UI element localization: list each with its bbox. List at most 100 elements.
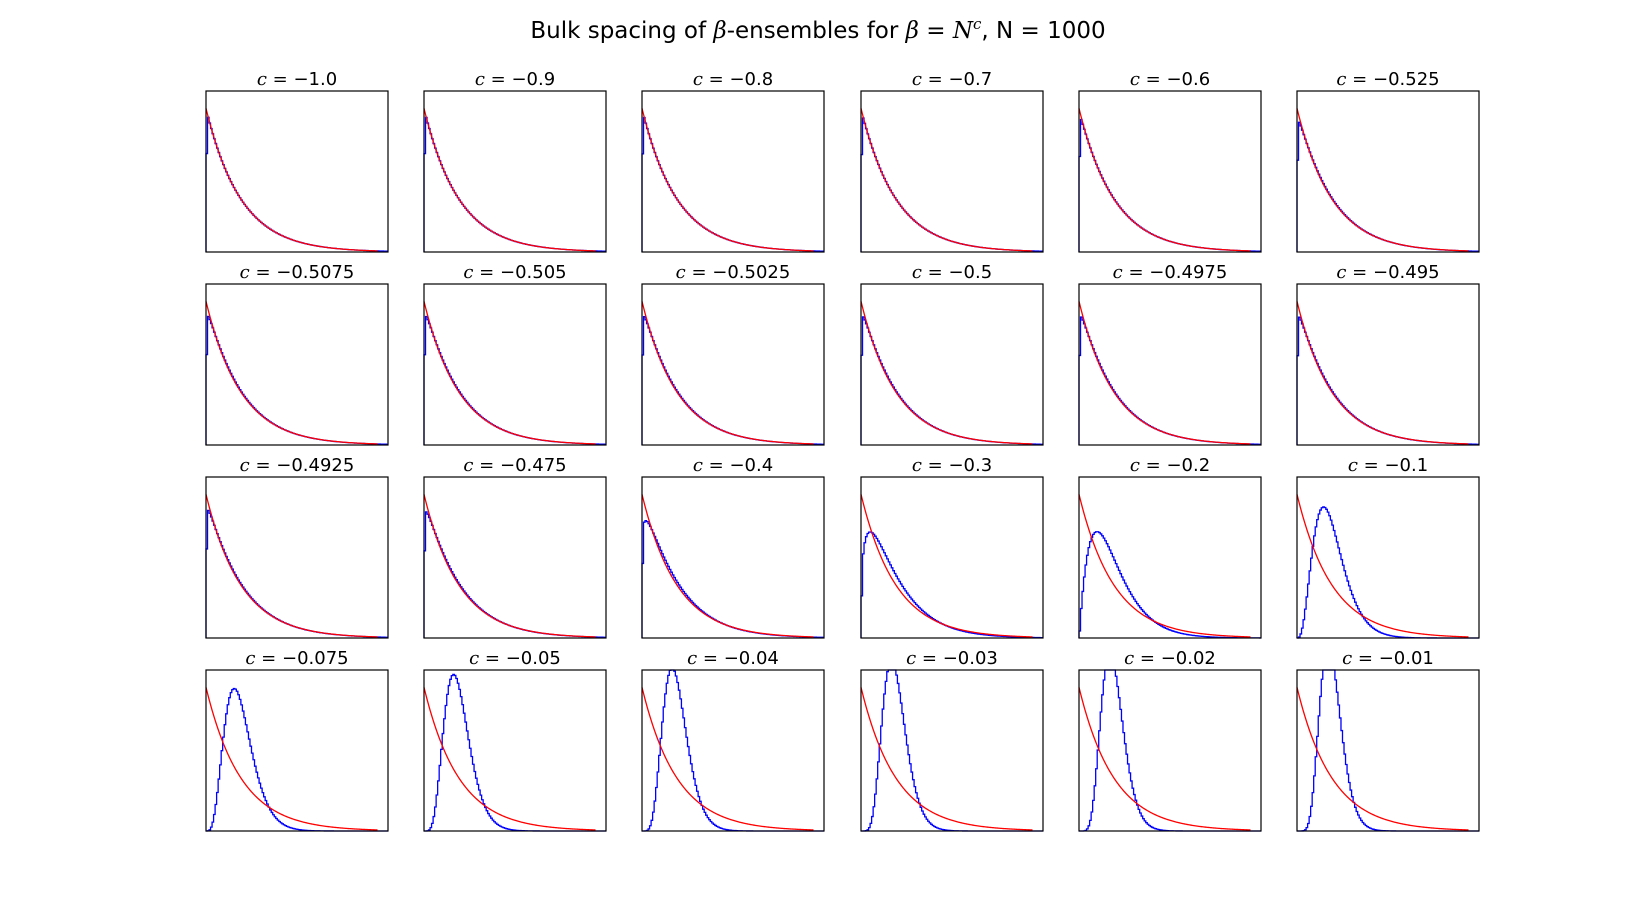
reference-curve [1078, 301, 1251, 445]
reference-curve [205, 494, 378, 638]
histogram-series [205, 315, 388, 445]
reference-curve [860, 108, 1033, 252]
histogram-series [641, 316, 824, 445]
panel-title-value: −0.8 [729, 69, 773, 90]
panel-title: c = −0.1 [1348, 455, 1428, 476]
histogram-series [205, 509, 388, 638]
panel-frame [641, 90, 825, 253]
panel-title-prefix: c = [693, 69, 730, 90]
reference-curve [1078, 108, 1251, 252]
reference-curve [860, 687, 1033, 831]
title-exponent: c [973, 15, 982, 33]
panel-22: c = −0.03 [860, 648, 1044, 832]
panel-title-value: −0.6 [1166, 69, 1210, 90]
panel-frame [423, 669, 607, 832]
panel-title-value: −0.04 [724, 648, 779, 669]
reference-curve [1078, 687, 1251, 831]
histogram-series [642, 669, 824, 832]
reference-curve [423, 687, 596, 831]
histogram-series [423, 116, 606, 252]
panel-19: c = −0.075 [205, 648, 389, 832]
panel-18: c = −0.1 [1296, 455, 1480, 639]
panel-13: c = −0.4925 [205, 455, 389, 639]
panel-2: c = −0.9 [423, 69, 607, 253]
panel-3: c = −0.8 [641, 69, 825, 253]
panel-title-prefix: c = [1130, 455, 1167, 476]
panel-title: c = −0.5075 [240, 262, 355, 283]
panel-title: c = −0.8 [693, 69, 773, 90]
panel-5: c = −0.6 [1078, 69, 1262, 253]
histogram-series [423, 511, 606, 638]
reference-curve [641, 108, 814, 252]
panel-frame [860, 669, 1044, 832]
panel-frame [860, 90, 1044, 253]
panel-title-prefix: c = [240, 262, 277, 283]
reference-curve [860, 301, 1033, 445]
panel-17: c = −0.2 [1078, 455, 1262, 639]
panel-frame [641, 283, 825, 446]
panel-title-prefix: c = [240, 455, 277, 476]
panel-title-value: −0.075 [282, 648, 349, 669]
panel-title: c = −0.495 [1336, 262, 1439, 283]
reference-curve [423, 494, 596, 638]
panel-title: c = −0.5025 [676, 262, 791, 283]
reference-curve [205, 301, 378, 445]
panel-21: c = −0.04 [641, 648, 825, 832]
reference-curve [423, 108, 596, 252]
panel-title: c = −0.505 [463, 262, 566, 283]
histogram-series [860, 316, 1043, 445]
reference-curve [641, 687, 814, 831]
histogram-series [205, 116, 388, 252]
panel-16: c = −0.3 [860, 455, 1044, 639]
panel-title-value: −0.9 [511, 69, 555, 90]
panel-frame [641, 669, 825, 832]
panel-title-prefix: c = [1113, 262, 1150, 283]
panel-23: c = −0.02 [1078, 648, 1262, 832]
panel-10: c = −0.5 [860, 262, 1044, 446]
panel-frame [205, 669, 389, 832]
reference-curve [1296, 687, 1469, 831]
title-beta-eq: β = N [905, 18, 974, 44]
panel-title: c = −0.05 [469, 648, 561, 669]
panel-title-value: −0.01 [1379, 648, 1434, 669]
panel-title-prefix: c = [245, 648, 282, 669]
panel-frame [641, 476, 825, 639]
histogram-series [206, 687, 388, 832]
panel-frame [1078, 283, 1262, 446]
panel-title: c = −0.02 [1124, 648, 1216, 669]
panel-title-prefix: c = [475, 69, 512, 90]
panel-title-value: −0.7 [948, 69, 992, 90]
histogram-series [424, 673, 606, 832]
panel-frame [205, 476, 389, 639]
panel-grid: c = −1.0 c = −0.9 c = −0.8 c = −0.7 c = −0.6… [205, 69, 1480, 832]
panel-title: c = −0.2 [1130, 455, 1210, 476]
panel-title: c = −0.7 [912, 69, 992, 90]
panel-1: c = −1.0 [205, 69, 389, 253]
panel-title-prefix: c = [693, 455, 730, 476]
panel-title-value: −0.4975 [1149, 262, 1227, 283]
panel-title-value: −0.495 [1373, 262, 1440, 283]
panel-title: c = −0.3 [912, 455, 992, 476]
panel-frame [1078, 476, 1262, 639]
histogram-series [861, 669, 1043, 832]
histogram-series [423, 315, 606, 445]
panel-title-value: −0.505 [500, 262, 567, 283]
panel-title: c = −0.03 [906, 648, 998, 669]
reference-curve [1296, 108, 1469, 252]
panel-title: c = −0.9 [475, 69, 555, 90]
panel-title-value: −0.5025 [712, 262, 790, 283]
panel-title: c = −1.0 [257, 69, 337, 90]
panel-8: c = −0.505 [423, 262, 607, 446]
panel-title: c = −0.6 [1130, 69, 1210, 90]
panel-title-prefix: c = [469, 648, 506, 669]
panel-title-prefix: c = [912, 69, 949, 90]
panel-frame [423, 90, 607, 253]
panel-title-prefix: c = [912, 262, 949, 283]
panel-title-value: −0.1 [1384, 455, 1428, 476]
panel-title-value: −0.02 [1161, 648, 1216, 669]
panel-title-prefix: c = [1348, 455, 1385, 476]
figure-title: Bulk spacing of β-ensembles for β = Nc, … [530, 15, 1105, 44]
reference-curve [641, 301, 814, 445]
panel-title-value: −0.475 [500, 455, 567, 476]
